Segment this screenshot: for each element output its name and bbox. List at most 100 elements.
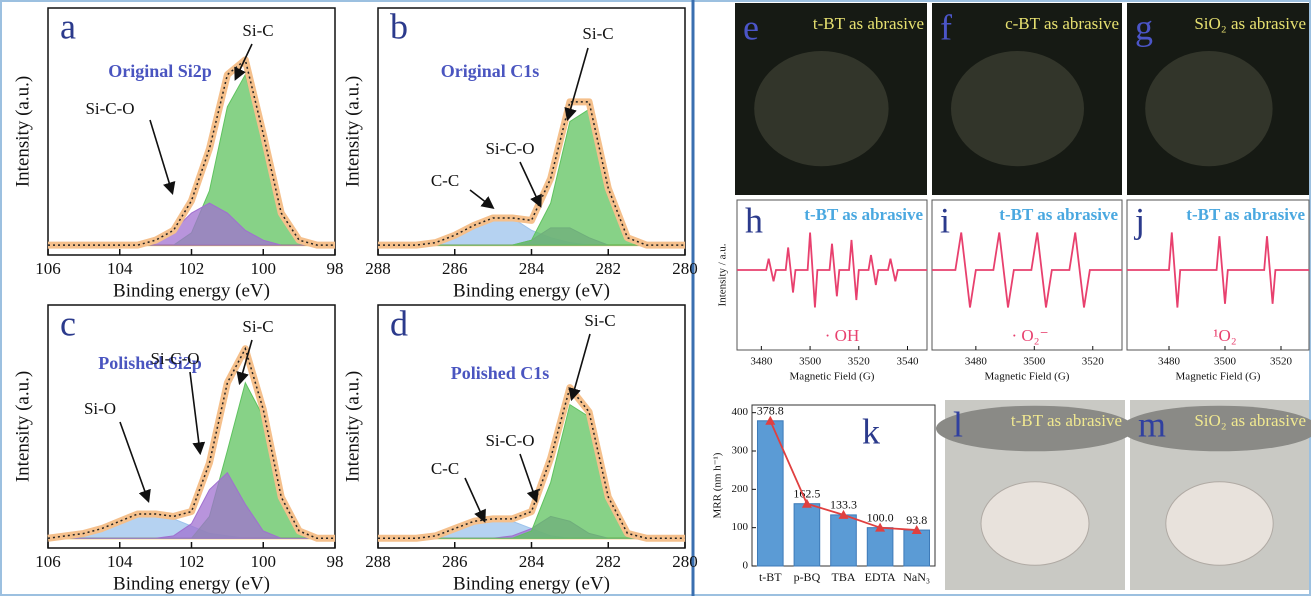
peak-label: Si-C [242, 21, 273, 40]
photo-sample [1166, 482, 1273, 566]
x-tick-label: 280 [672, 259, 698, 278]
panel-letter: c [60, 303, 76, 343]
peak-label: Si-C [582, 24, 613, 43]
x-axis-label: Binding energy (eV) [453, 573, 610, 594]
peak-label: Si-C [584, 311, 615, 330]
panel-letter: a [60, 6, 76, 46]
species-label: ¹O₂ [1213, 326, 1236, 345]
arrow [190, 372, 200, 452]
panel-title: Original Si2p [108, 61, 212, 81]
value-label: 378.8 [757, 404, 784, 418]
arrow [465, 478, 484, 520]
y-tick-label: 400 [732, 406, 749, 418]
x-tick-label: 98 [327, 552, 344, 571]
x-tick-label: 288 [365, 259, 391, 278]
x-tick-label: EDTA [865, 570, 896, 584]
arrow [568, 48, 588, 118]
photo-sample [981, 482, 1089, 566]
x-axis-label: Magnetic Field (G) [790, 371, 875, 383]
x-tick-label: 3520 [848, 356, 871, 368]
bar [904, 530, 930, 566]
x-tick-label: 100 [251, 259, 277, 278]
panel-letter: d [390, 303, 408, 343]
x-tick-label: 106 [35, 259, 61, 278]
photo-caption: SiO₂ as abrasive [1194, 411, 1306, 430]
envelope-band [378, 102, 685, 245]
value-label: 162.5 [793, 486, 820, 500]
value-label: 100.0 [867, 510, 894, 524]
panel-letter: l [953, 404, 963, 444]
x-tick-label: 100 [251, 552, 277, 571]
y-axis-label: Intensity / a.u. [717, 243, 729, 306]
x-tick-label: 102 [179, 552, 205, 571]
x-tick-label: 288 [365, 552, 391, 571]
peak-label: Si-O [84, 399, 116, 418]
y-axis-label: Intensity (a.u.) [342, 371, 363, 482]
panel-title: Polished C1s [451, 363, 550, 383]
panel-letter: e [743, 7, 759, 47]
x-tick-label: 3520 [1270, 356, 1293, 368]
x-tick-label: 286 [442, 259, 468, 278]
x-tick-label: 98 [327, 259, 344, 278]
panel-title: Original C1s [441, 61, 540, 81]
species-label: · OH [825, 326, 859, 345]
x-tick-label: 282 [596, 259, 622, 278]
panel-letter: m [1138, 404, 1166, 444]
photo-caption: t-BT as abrasive [1011, 411, 1122, 430]
panel-title: t-BT as abrasive [1186, 205, 1305, 224]
value-label: 93.8 [906, 513, 927, 527]
peak-label: C-C [431, 459, 459, 478]
x-tick-label: 3500 [799, 356, 822, 368]
x-tick-label: p-BQ [794, 570, 821, 584]
envelope-band [378, 388, 685, 539]
x-axis-label: Binding energy (eV) [113, 280, 270, 301]
photo-sample [1145, 51, 1272, 166]
x-axis-label: Magnetic Field (G) [985, 371, 1070, 383]
envelope-line [378, 388, 685, 539]
panel-title: t-BT as abrasive [999, 205, 1118, 224]
y-tick-label: 200 [732, 483, 749, 495]
x-tick-label: 282 [596, 552, 622, 571]
panel-letter: g [1135, 7, 1153, 47]
x-tick-label: TBA [832, 570, 856, 584]
envelope-band [48, 349, 335, 539]
peak-label: Si-C [242, 317, 273, 336]
panel-letter: b [390, 6, 408, 46]
y-tick-label: 300 [732, 445, 749, 457]
peak-label: Si-C-O [485, 431, 534, 450]
peak-label: Si-C-O [85, 99, 134, 118]
y-tick-label: 100 [732, 521, 749, 533]
bar [794, 504, 820, 566]
y-axis-label: Intensity (a.u.) [12, 76, 33, 187]
photo-caption: t-BT as abrasive [813, 14, 924, 33]
x-tick-label: 3480 [965, 356, 988, 368]
panel-letter: k [862, 411, 880, 451]
x-tick-label: 3480 [1158, 356, 1181, 368]
panel-letter: i [940, 200, 950, 240]
photo-sample [754, 51, 888, 166]
species-label: · O₂⁻ [1011, 326, 1048, 345]
bar [867, 528, 893, 566]
figure: 106 104 102 100 98 Binding energy (eV) Intensi… [0, 0, 1311, 596]
x-tick-label: 104 [107, 552, 133, 571]
y-axis-label: Intensity (a.u.) [12, 371, 33, 482]
peak-label: C-C [431, 171, 459, 190]
x-tick-label: 3540 [897, 356, 920, 368]
x-tick-label: 3480 [750, 356, 773, 368]
photo-sample [951, 51, 1084, 166]
panel-letter: h [745, 200, 763, 240]
arrow [470, 190, 492, 207]
component-peak [378, 109, 685, 245]
x-tick-label: 3520 [1082, 356, 1105, 368]
value-label: 133.3 [830, 498, 857, 512]
component-peak [378, 405, 685, 539]
photo-caption: c-BT as abrasive [1005, 14, 1119, 33]
x-tick-label: 102 [179, 259, 205, 278]
x-tick-label: 284 [519, 259, 545, 278]
y-axis-label: MRR (nm h⁻¹) [712, 452, 724, 518]
peak-label: Si-C-O [485, 139, 534, 158]
x-axis-label: Magnetic Field (G) [1176, 371, 1261, 383]
x-tick-label: 104 [107, 259, 133, 278]
arrow [520, 162, 540, 205]
x-tick-label: 284 [519, 552, 545, 571]
